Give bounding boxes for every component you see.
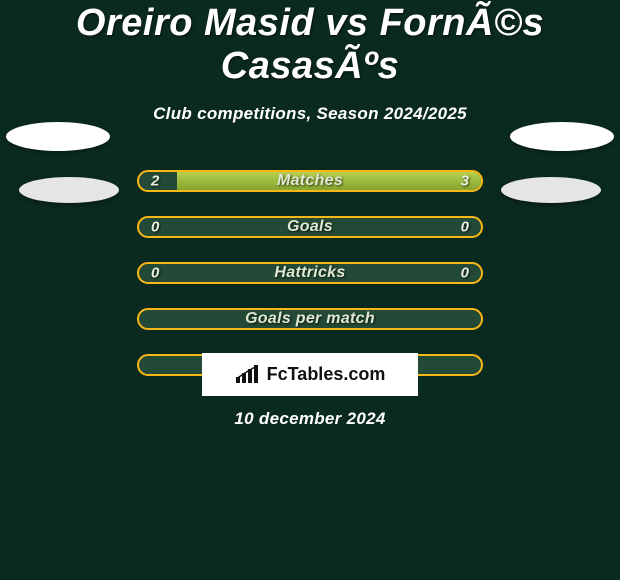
page-subtitle: Club competitions, Season 2024/2025 <box>0 104 620 124</box>
stat-bar-track: Goals 0 0 <box>137 216 483 238</box>
bar-chart-icon <box>235 365 261 385</box>
player-left-ellipse-1 <box>6 122 110 151</box>
logo-box: FcTables.com <box>202 353 418 396</box>
date-text: 10 december 2024 <box>234 409 385 429</box>
stat-value-right: 0 <box>461 219 469 236</box>
stat-value-left: 0 <box>151 265 159 282</box>
stat-bar-track: Hattricks 0 0 <box>137 262 483 284</box>
stat-bar-track: Goals per match <box>137 308 483 330</box>
stat-label: Matches <box>277 172 343 190</box>
stat-row: Hattricks 0 0 <box>0 250 620 296</box>
logo-text: FcTables.com <box>267 364 386 385</box>
stat-label: Goals per match <box>245 310 375 328</box>
stat-label: Goals <box>287 218 333 236</box>
stat-label: Hattricks <box>274 264 345 282</box>
stat-value-right: 0 <box>461 265 469 282</box>
stat-bar-track: Matches 2 3 <box>137 170 483 192</box>
stat-value-left: 0 <box>151 219 159 236</box>
page-title: Oreiro Masid vs FornÃ©s CasasÃºs <box>0 0 620 88</box>
player-right-ellipse-1 <box>510 122 614 151</box>
stat-row: Goals per match <box>0 296 620 342</box>
stat-value-right: 3 <box>461 173 469 190</box>
player-left-ellipse-2 <box>19 177 119 203</box>
player-right-ellipse-2 <box>501 177 601 203</box>
stat-row: Goals 0 0 <box>0 204 620 250</box>
stat-value-left: 2 <box>151 173 159 190</box>
